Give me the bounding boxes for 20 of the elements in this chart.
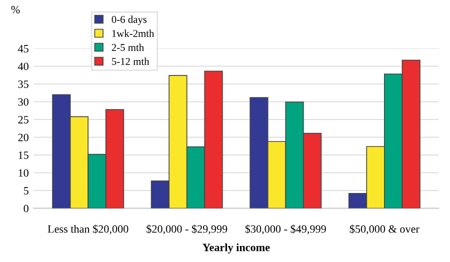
legend-label: 2-5 mth (112, 44, 144, 51)
y-axis-title: % (11, 6, 20, 14)
y-tick-label: 20 (18, 134, 28, 142)
y-tick-label: 10 (18, 169, 28, 177)
y-tick-label: 5 (24, 187, 28, 194)
x-tick-label: $50,000 & over (350, 224, 420, 234)
y-tick-label: 35 (18, 80, 28, 88)
x-tick-label: $30,000 - $49,999 (245, 224, 326, 234)
legend-label: 5-12 mth (112, 58, 150, 65)
x-tick-label: $20,000 - $29,999 (146, 224, 228, 234)
y-tick-label: 30 (18, 98, 28, 106)
x-axis-title: Yearly income (202, 243, 270, 254)
y-tick-label: 15 (18, 152, 28, 159)
y-tick-label: 0 (24, 204, 28, 212)
legend-label: 1wk-2mth (112, 30, 154, 37)
legend-label: 0-6 days (112, 16, 147, 26)
y-tick-label: 40 (18, 62, 28, 70)
y-tick-label: 45 (18, 45, 28, 52)
y-tick-label: 25 (18, 116, 28, 124)
x-tick-label: Less than $20,000 (48, 224, 128, 234)
